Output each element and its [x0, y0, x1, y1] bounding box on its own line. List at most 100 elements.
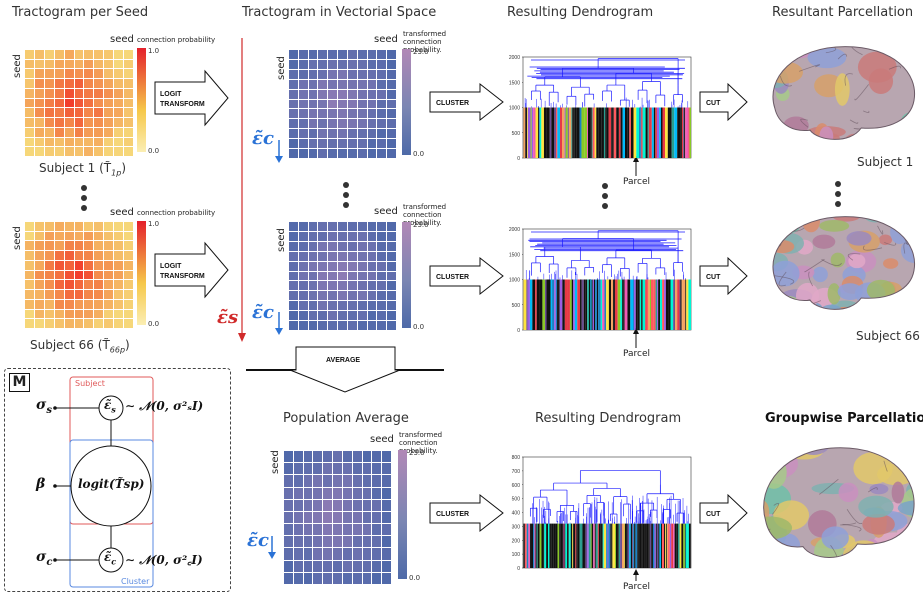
brain-region	[807, 47, 847, 69]
matrix-cell	[289, 79, 298, 89]
probability-colorbar-2	[137, 221, 146, 325]
parcel-bar	[591, 107, 593, 158]
parcel-bar	[664, 279, 666, 330]
brain-region	[908, 216, 915, 236]
matrix-cell	[357, 129, 367, 139]
matrix-cell	[298, 139, 308, 149]
parcel-bar	[645, 523, 647, 568]
matrix-cell	[328, 241, 338, 251]
parcel-bar	[579, 523, 581, 568]
parcel-bar	[588, 279, 591, 330]
logit-label-1a: LOGIT	[160, 91, 182, 98]
matrix-cell	[352, 463, 362, 475]
matrix-cell	[303, 499, 313, 511]
parcel-bar	[536, 523, 538, 568]
matrix-cell	[342, 536, 352, 548]
cluster-plate-label: Cluster	[121, 577, 150, 586]
brain-region	[819, 126, 834, 140]
parcel-bar	[568, 523, 570, 568]
parcel-bar	[598, 107, 602, 158]
matrix-cell	[357, 50, 367, 59]
matrix-cell	[328, 89, 338, 99]
title-resulting-dendrogram: Resulting Dendrogram	[507, 5, 654, 20]
seed-top-label-5: seed	[370, 434, 394, 445]
matrix-cell	[387, 251, 396, 261]
parcel-bar	[642, 523, 645, 568]
brain-region	[858, 495, 894, 518]
matrix-cell	[338, 271, 347, 281]
matrix-cell	[318, 109, 328, 119]
matrix-cell	[333, 572, 342, 584]
parcel-bar	[590, 107, 592, 158]
matrix-cell	[377, 251, 387, 261]
matrix-cell	[298, 281, 308, 291]
matrix-cell	[74, 59, 84, 69]
cluster-arrow-3: CLUSTER	[429, 493, 504, 533]
beta-symbol: β	[36, 476, 46, 492]
matrix-cell	[387, 321, 396, 330]
seed-axis-label-5: seed	[270, 450, 281, 474]
matrix-cell	[64, 98, 74, 108]
matrix-cell	[357, 271, 367, 281]
parcel-bar	[539, 279, 543, 330]
brain-region	[796, 46, 832, 49]
dendrogram-tick-label: 0	[517, 156, 520, 161]
matrix-cell	[357, 149, 367, 158]
parcel-bar	[636, 107, 640, 158]
matrix-cell	[293, 487, 303, 499]
parcel-bar	[668, 279, 671, 330]
matrix-cell	[34, 59, 44, 69]
matrix-cell	[347, 231, 357, 241]
parcel-bar	[642, 107, 646, 158]
matrix-cell	[104, 118, 114, 127]
matrix-cell	[25, 137, 34, 147]
parcel-bar	[658, 279, 661, 330]
parcel-bar	[538, 107, 540, 158]
matrix-cell	[338, 261, 347, 271]
matrix-cell	[323, 475, 333, 487]
parcel-bar	[688, 107, 690, 158]
matrix-cell	[357, 251, 367, 261]
matrix-cell	[328, 261, 338, 271]
matrix-cell	[313, 499, 323, 511]
matrix-cell	[362, 536, 372, 548]
matrix-cell	[94, 319, 104, 328]
matrix-cell	[104, 50, 114, 59]
ellipsis-dots-4	[835, 181, 841, 211]
parcel-bar	[587, 279, 588, 330]
matrix-cell	[34, 260, 44, 270]
matrix-cell	[284, 572, 293, 584]
matrix-cell	[284, 487, 293, 499]
parcel-bar	[595, 279, 597, 330]
eps-s-arrowhead	[238, 333, 246, 342]
transformed-colorbar-min-2: 0.0	[413, 323, 425, 331]
matrix-cell	[372, 499, 382, 511]
parcel-bar	[629, 523, 631, 568]
matrix-cell	[308, 222, 318, 231]
matrix-cell	[124, 290, 133, 299]
matrix-cell	[289, 99, 298, 109]
parcel-bar	[633, 107, 637, 158]
parcel-bar	[581, 107, 585, 158]
parcel-bar	[669, 107, 670, 158]
parcel-bar	[557, 107, 560, 158]
brain-region	[827, 283, 841, 305]
parcel-bar	[606, 107, 609, 158]
matrix-cell	[25, 231, 34, 241]
parcel-bar	[577, 523, 580, 568]
matrix-cell	[94, 50, 104, 59]
matrix-cell	[352, 536, 362, 548]
matrix-cell	[114, 299, 124, 309]
matrix-cell	[44, 222, 54, 231]
matrix-cell	[74, 88, 84, 98]
matrix-cell	[367, 222, 377, 231]
matrix-cell	[372, 487, 382, 499]
parcel-bar	[549, 107, 552, 158]
matrix-cell	[342, 475, 352, 487]
matrix-cell	[114, 241, 124, 251]
parcel-bar	[567, 107, 569, 158]
parcel-bar	[623, 279, 625, 330]
brain-region	[832, 216, 861, 222]
matrix-cell	[382, 560, 391, 572]
parcel-label-1: Parcel	[623, 177, 651, 187]
